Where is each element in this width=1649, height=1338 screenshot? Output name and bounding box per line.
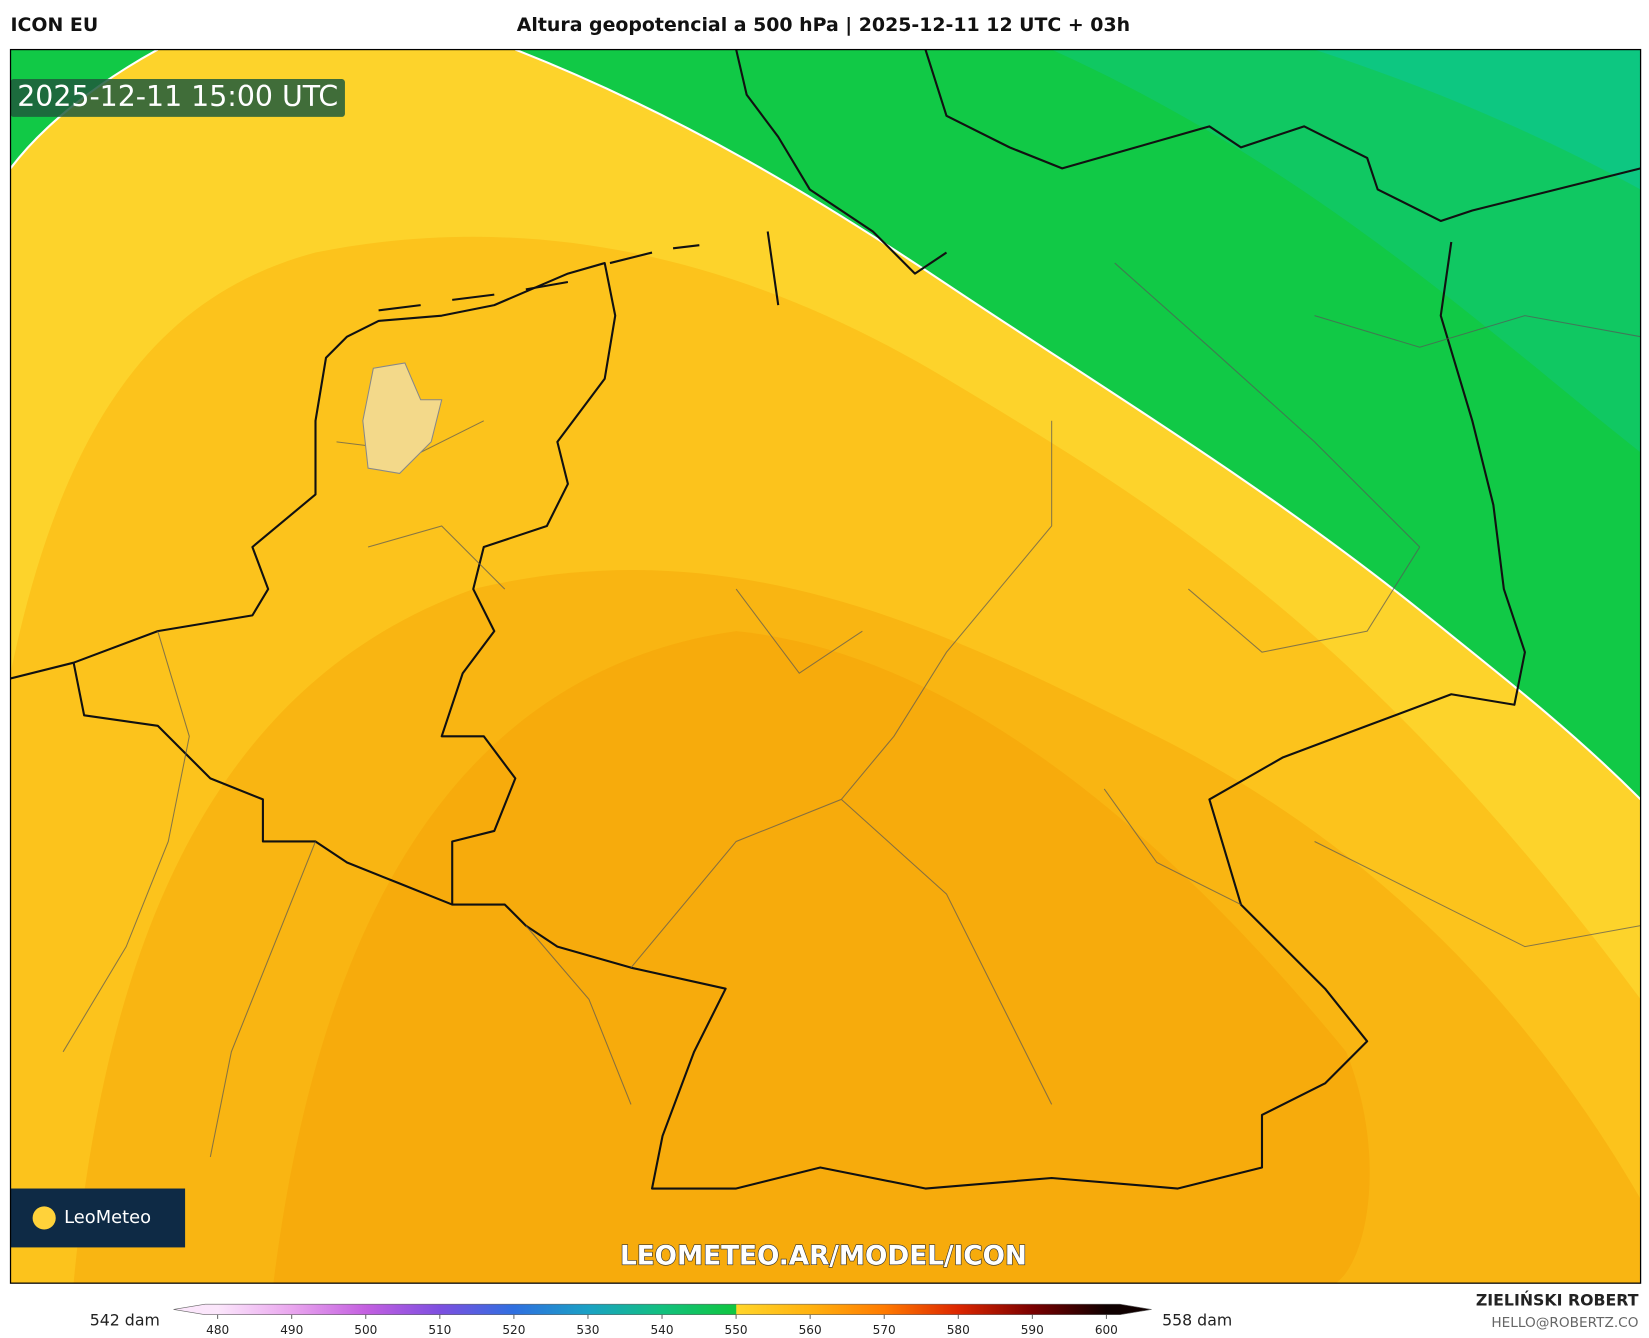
lake bbox=[362, 362, 443, 474]
logo-text: LeoMeteo bbox=[64, 1207, 151, 1228]
colorbar-tick-label: 590 bbox=[1021, 1323, 1044, 1337]
colorbar-tick-label: 600 bbox=[1095, 1323, 1118, 1337]
author: ZIELIŃSKI ROBERT bbox=[1476, 1291, 1639, 1310]
islands bbox=[378, 231, 780, 312]
field-orange-deepest bbox=[273, 631, 1370, 1284]
colorbar-tick-label: 540 bbox=[650, 1323, 673, 1337]
map-title: Altura geopotencial a 500 hPa | 2025-12-… bbox=[517, 14, 1130, 36]
colorbar-tick-label: 490 bbox=[280, 1323, 303, 1337]
colorbar-tick-label: 480 bbox=[206, 1323, 229, 1337]
map-frame bbox=[9, 48, 1642, 1284]
colorbar-tick-label: 570 bbox=[873, 1323, 896, 1337]
valid-time: 2025-12-11 15:00 UTC bbox=[17, 80, 338, 113]
border bbox=[10, 241, 1526, 1190]
colorbar-tick-label: 510 bbox=[428, 1323, 451, 1337]
model-name: ICON EU bbox=[11, 14, 99, 36]
colorbar-tick-label: 520 bbox=[502, 1323, 525, 1337]
colorbar-tick-label: 500 bbox=[354, 1323, 377, 1337]
colorbar-tick-label: 550 bbox=[725, 1323, 748, 1337]
colorbar-tick-label: 560 bbox=[799, 1323, 822, 1337]
colorbar: 480 490 500 510 520 530 540 550 560 570 580 590 600 bbox=[173, 1303, 1152, 1337]
max-label: 558 dam bbox=[1162, 1311, 1232, 1330]
logo-sun bbox=[32, 1206, 56, 1230]
contour bbox=[514, 49, 1641, 801]
min-label: 542 dam bbox=[90, 1311, 160, 1330]
colorbar-tick-label: 580 bbox=[947, 1323, 970, 1337]
coastline bbox=[735, 49, 1641, 275]
time-badge bbox=[10, 79, 345, 117]
field-teal-deep bbox=[1314, 49, 1641, 190]
field-green bbox=[515, 49, 1641, 800]
border bbox=[72, 662, 453, 906]
colorbar-bar bbox=[173, 1303, 1152, 1316]
watermark: LEOMETEO.AR/MODEL/ICON bbox=[620, 1241, 1027, 1271]
field-teal bbox=[1051, 49, 1641, 453]
colorbar-tick-label: 530 bbox=[576, 1323, 599, 1337]
map: 2025-12-11 15:00 UTC LEOMETEO.AR/MODEL/I… bbox=[10, 49, 1641, 1284]
email: HELLO@ROBERTZ.CO bbox=[1491, 1315, 1638, 1331]
